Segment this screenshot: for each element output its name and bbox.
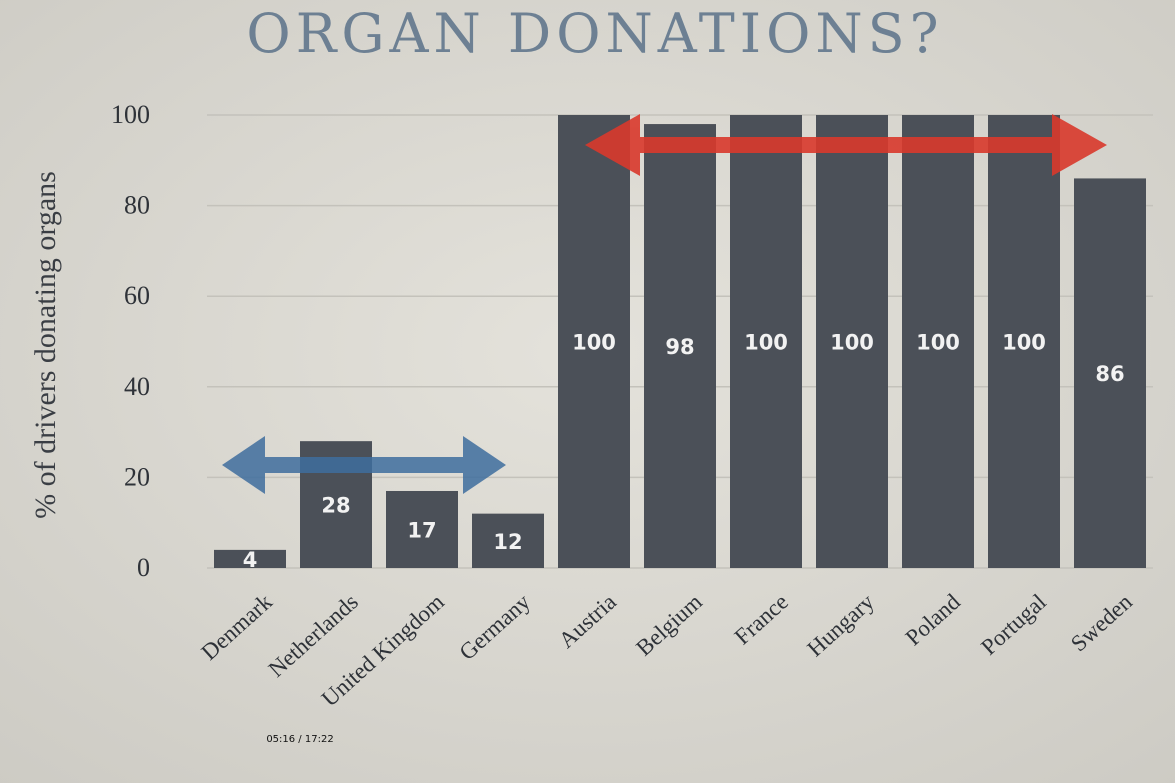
y-tick-label: 20 bbox=[124, 462, 150, 491]
bar bbox=[988, 115, 1060, 568]
value-label: 17 bbox=[407, 518, 436, 542]
bar bbox=[902, 115, 974, 568]
bar bbox=[472, 513, 544, 568]
y-axis-label: % of drivers donating organs bbox=[29, 171, 62, 519]
y-tick-label: 60 bbox=[124, 281, 150, 310]
value-label: 100 bbox=[1002, 331, 1046, 355]
value-label: 100 bbox=[916, 331, 960, 355]
value-label: 4 bbox=[243, 548, 258, 572]
chart-title: ORGAN DONATIONS? bbox=[246, 2, 943, 65]
blue-arrow bbox=[222, 436, 506, 494]
bar bbox=[1074, 178, 1146, 569]
value-label: 100 bbox=[830, 331, 874, 355]
value-label: 100 bbox=[744, 331, 788, 355]
video-timestamp: 05:16 / 17:22 bbox=[266, 734, 333, 745]
bar bbox=[816, 115, 888, 568]
value-label: 28 bbox=[321, 494, 350, 518]
red-arrow bbox=[585, 114, 1107, 176]
bar bbox=[558, 115, 630, 568]
y-tick-label: 0 bbox=[137, 553, 150, 582]
y-tick-label: 40 bbox=[124, 372, 150, 401]
value-label: 86 bbox=[1095, 362, 1124, 386]
y-tick-label: 80 bbox=[124, 191, 150, 220]
bar bbox=[214, 549, 286, 568]
value-label: 12 bbox=[493, 530, 522, 554]
y-tick-label: 100 bbox=[111, 100, 150, 129]
bar bbox=[730, 115, 802, 568]
bar bbox=[386, 490, 458, 568]
value-label: 98 bbox=[665, 335, 694, 359]
bar bbox=[644, 124, 716, 568]
value-label: 100 bbox=[572, 331, 616, 355]
